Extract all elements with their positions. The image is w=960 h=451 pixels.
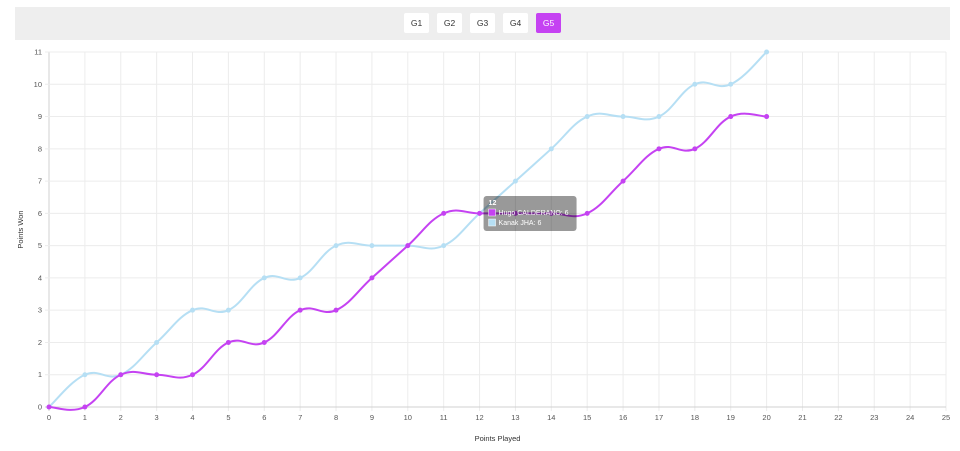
data-point [82, 372, 88, 378]
y-tick-label: 7 [38, 177, 42, 186]
tab-g4[interactable]: G4 [503, 13, 528, 33]
data-point [728, 114, 734, 120]
data-point [584, 114, 590, 120]
game-tabs: G1 G2 G3 G4 G5 [15, 13, 950, 33]
x-tick-label: 1 [83, 413, 87, 422]
data-point [584, 210, 590, 216]
x-tick-label: 18 [691, 413, 699, 422]
tooltip-entry: Kanak JHA: 6 [499, 220, 542, 227]
data-point [118, 372, 124, 378]
data-point [405, 243, 411, 249]
game-selector-bar: G1 G2 G3 G4 G5 [15, 7, 950, 40]
x-tick-label: 11 [440, 413, 448, 422]
data-point [692, 146, 698, 152]
data-point [190, 307, 196, 313]
data-point [369, 243, 375, 249]
data-point [333, 243, 339, 249]
x-tick-label: 24 [906, 413, 914, 422]
data-point [656, 146, 662, 152]
x-tick-label: 16 [619, 413, 627, 422]
tooltip-entry: Hugo CALDERANO: 6 [499, 210, 569, 217]
y-tick-label: 11 [34, 48, 42, 57]
tab-g1[interactable]: G1 [404, 13, 429, 33]
x-tick-label: 21 [798, 413, 806, 422]
data-point [620, 114, 626, 120]
data-point [620, 178, 626, 184]
x-tick-label: 6 [262, 413, 266, 422]
tab-g2[interactable]: G2 [437, 13, 462, 33]
data-point [548, 146, 554, 152]
x-tick-label: 15 [583, 413, 591, 422]
y-axis-title: Points Won [16, 210, 25, 248]
tooltip-swatch [488, 208, 496, 217]
data-point [154, 339, 160, 345]
x-tick-label: 7 [298, 413, 302, 422]
y-tick-label: 4 [38, 273, 42, 282]
y-tick-label: 9 [38, 112, 42, 121]
x-tick-label: 9 [370, 413, 374, 422]
data-point [154, 372, 160, 378]
x-tick-label: 10 [404, 413, 412, 422]
data-point [369, 275, 375, 281]
tab-g3[interactable]: G3 [470, 13, 495, 33]
data-point [764, 114, 770, 120]
x-tick-label: 20 [762, 413, 770, 422]
data-point [692, 81, 698, 87]
x-tick-label: 23 [870, 413, 878, 422]
x-tick-label: 2 [119, 413, 123, 422]
grid-lines [45, 51, 947, 411]
x-tick-label: 13 [511, 413, 519, 422]
series-1 [46, 112, 770, 411]
data-point [46, 404, 52, 410]
data-point [728, 81, 734, 87]
y-tick-label: 1 [38, 370, 42, 379]
data-point [548, 210, 554, 216]
data-point [333, 307, 339, 313]
x-tick-label: 19 [727, 413, 735, 422]
data-point [764, 49, 770, 55]
data-point [261, 275, 267, 281]
data-point [512, 178, 518, 184]
y-tick-label: 6 [38, 209, 42, 218]
data-point [656, 114, 662, 120]
x-tick-label: 14 [547, 413, 555, 422]
y-tick-label: 10 [34, 80, 42, 89]
data-point [261, 339, 267, 345]
x-tick-label: 17 [655, 413, 663, 422]
data-point [82, 404, 88, 410]
data-point [225, 307, 231, 313]
x-axis-title: Points Played [475, 434, 521, 443]
y-tick-label: 3 [38, 306, 42, 315]
x-tick-label: 22 [834, 413, 842, 422]
x-tick-label: 4 [190, 413, 194, 422]
data-point [512, 210, 518, 216]
x-tick-label: 0 [47, 413, 51, 422]
y-tick-label: 0 [38, 403, 42, 412]
x-tick-label: 5 [226, 413, 230, 422]
x-tick-label: 12 [475, 413, 483, 422]
data-point [477, 210, 483, 216]
tooltip-title: 12 [489, 200, 497, 207]
data-point [441, 210, 447, 216]
data-point [441, 243, 447, 249]
y-tick-label: 8 [38, 144, 42, 153]
tooltip-swatch [488, 218, 496, 227]
x-tick-label: 25 [942, 413, 950, 422]
tooltip-box [483, 196, 577, 231]
y-tick-label: 2 [38, 338, 42, 347]
data-point [297, 275, 303, 281]
x-tick-label: 3 [155, 413, 159, 422]
data-point [297, 307, 303, 313]
y-tick-label: 5 [38, 241, 42, 250]
tab-g5[interactable]: G5 [536, 13, 561, 33]
data-point [190, 372, 196, 378]
x-tick-label: 8 [334, 413, 338, 422]
data-point [225, 339, 231, 345]
